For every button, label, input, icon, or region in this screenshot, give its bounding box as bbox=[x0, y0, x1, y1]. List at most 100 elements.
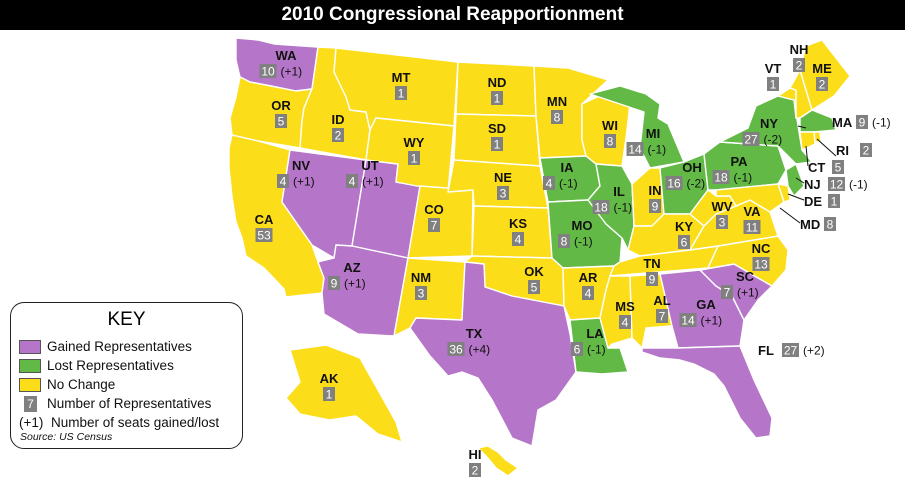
seat-change: (-1) bbox=[559, 177, 578, 191]
state-label-nh: NH 2 bbox=[790, 42, 809, 73]
state-abbr: NH bbox=[790, 42, 809, 57]
state-label-ca: CA 53 bbox=[255, 212, 274, 243]
state-abbr: KS bbox=[509, 216, 527, 231]
rep-count: 7 bbox=[659, 310, 666, 324]
rep-count: 4 bbox=[349, 175, 356, 189]
rep-count-badge bbox=[646, 272, 658, 286]
rep-count: 9 bbox=[652, 200, 659, 214]
state-label-ms: MS 4 bbox=[615, 299, 635, 330]
rep-count: 1 bbox=[494, 92, 501, 106]
state-abbr: TN bbox=[643, 256, 660, 271]
state-shape-co bbox=[407, 185, 474, 259]
rep-count: 3 bbox=[418, 287, 425, 301]
rep-count-badge bbox=[626, 142, 644, 156]
rep-count-badge bbox=[712, 170, 730, 184]
rep-count-badge bbox=[860, 143, 872, 157]
state-abbr: MD bbox=[800, 217, 820, 232]
rep-count: 11 bbox=[746, 221, 759, 235]
state-shape-il bbox=[587, 163, 635, 251]
rep-count: 4 bbox=[280, 175, 287, 189]
state-abbr: VA bbox=[743, 204, 761, 219]
seat-change: (+1) bbox=[737, 286, 759, 300]
state-abbr: ND bbox=[488, 75, 507, 90]
state-shape-mi bbox=[589, 85, 685, 169]
rep-count-badge bbox=[742, 132, 760, 146]
state-label-ok: OK 5 bbox=[524, 264, 544, 295]
state-label-vt: VT 1 bbox=[765, 61, 782, 92]
state-abbr: PA bbox=[730, 154, 748, 169]
seat-change: (-1) bbox=[648, 143, 667, 157]
rep-count-badge bbox=[782, 343, 799, 357]
rep-count-badge bbox=[856, 115, 868, 129]
rep-count: 8 bbox=[607, 135, 614, 149]
state-label-id: ID 2 bbox=[332, 112, 345, 143]
state-label-ia: IA 4 (-1) bbox=[543, 160, 578, 191]
leader-line bbox=[779, 207, 801, 224]
state-label-tn: TN 9 bbox=[643, 256, 660, 287]
seat-change: (+1) bbox=[362, 175, 384, 189]
state-abbr: FL bbox=[758, 343, 774, 358]
seat-change: (-2) bbox=[687, 177, 706, 191]
state-label-nc: NC 13 bbox=[752, 241, 771, 272]
rep-count-badge bbox=[395, 86, 407, 100]
rep-count: 4 bbox=[622, 316, 629, 330]
state-label-wy: WY 1 bbox=[404, 135, 425, 166]
state-label-mn: MN 8 bbox=[547, 94, 567, 125]
rep-count: 5 bbox=[531, 281, 538, 295]
state-label-ut: UT 4 (+1) bbox=[346, 158, 384, 189]
state-label-la: LA 6 (-1) bbox=[571, 326, 606, 357]
rep-count: 2 bbox=[472, 464, 479, 478]
state-label-va: VA 11 bbox=[743, 204, 761, 235]
rep-count-badge bbox=[512, 232, 524, 246]
state-abbr: WI bbox=[602, 118, 618, 133]
state-abbr: UT bbox=[361, 158, 378, 173]
state-abbr: RI bbox=[836, 143, 849, 158]
rep-count: 53 bbox=[257, 229, 271, 243]
state-abbr: DE bbox=[804, 194, 822, 209]
seat-change: (-1) bbox=[872, 116, 891, 130]
state-abbr: ID bbox=[332, 112, 345, 127]
rep-count-badge bbox=[592, 200, 610, 214]
state-label-al: AL 7 bbox=[653, 293, 670, 324]
state-label-co: CO 7 bbox=[424, 202, 444, 233]
rep-count-badge bbox=[793, 58, 805, 72]
state-abbr: IA bbox=[561, 160, 575, 175]
rep-count-badge bbox=[828, 177, 845, 191]
state-abbr: MO bbox=[572, 218, 593, 233]
rep-count: 1 bbox=[770, 78, 777, 92]
map-title: 2010 Congressional Reapportionment bbox=[0, 0, 905, 30]
rep-count: 7 bbox=[431, 219, 438, 233]
rep-count: 3 bbox=[719, 216, 726, 230]
state-label-ar: AR 4 bbox=[579, 270, 598, 301]
state-label-il: IL 18 (-1) bbox=[592, 184, 633, 215]
rep-count: 6 bbox=[574, 343, 581, 357]
rep-count: 8 bbox=[561, 235, 568, 249]
state-label-de: DE 1 bbox=[804, 194, 840, 209]
rep-count: 14 bbox=[681, 314, 695, 328]
rep-count-badge bbox=[721, 285, 733, 299]
seat-change: (-1) bbox=[734, 171, 753, 185]
state-shape-ak bbox=[285, 344, 403, 443]
rep-count: 2 bbox=[796, 59, 803, 73]
legend-label-nochange: No Change bbox=[47, 377, 116, 392]
rep-count-badge bbox=[491, 137, 503, 151]
leader-line bbox=[805, 145, 809, 167]
leader-line bbox=[787, 193, 805, 201]
rep-count: 8 bbox=[827, 218, 834, 232]
rep-count-badge bbox=[752, 257, 770, 271]
state-abbr: WA bbox=[276, 48, 298, 63]
seat-change: (+1) bbox=[701, 314, 723, 328]
rep-count-badge bbox=[656, 309, 668, 323]
legend-swatch-gained bbox=[19, 340, 41, 354]
legend-swatch-nochange bbox=[19, 378, 41, 392]
state-label-in: IN 9 bbox=[649, 183, 662, 214]
rep-count: 9 bbox=[331, 277, 338, 291]
seat-change: (-1) bbox=[614, 201, 633, 215]
rep-count: 4 bbox=[546, 177, 553, 191]
rep-count: 27 bbox=[784, 344, 798, 358]
